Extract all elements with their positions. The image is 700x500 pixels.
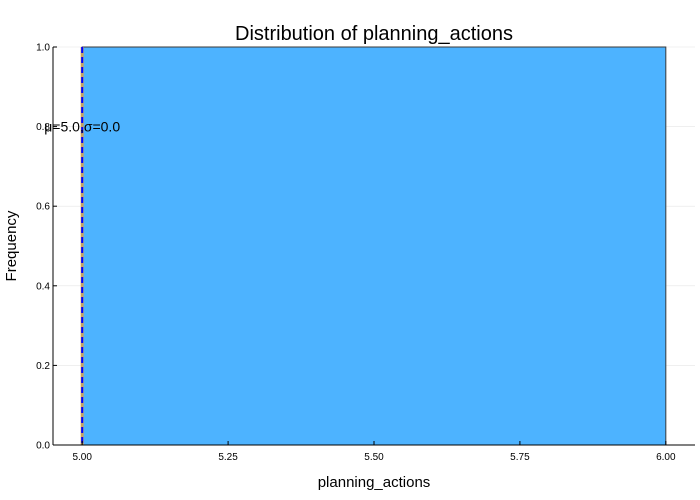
- histogram-bars: [81, 46, 667, 446]
- y-tick-label-1: 0.2: [36, 361, 50, 372]
- y-axis-label: Frequency: [3, 210, 20, 281]
- axes: [52, 46, 695, 446]
- y-tick-label-0: 0.0: [36, 441, 50, 452]
- x-tick-label-4: 6.00: [656, 452, 676, 463]
- x-tick-label-2: 5.50: [364, 452, 384, 463]
- stats-annotation: μ=5.0,σ=0.0: [44, 119, 120, 135]
- chart-title: Distribution of planning_actions: [235, 23, 513, 45]
- x-tick-label-0: 5.00: [72, 452, 92, 463]
- y-tick-label-4: 0.8: [36, 122, 50, 133]
- histogram-bar-0: [81, 46, 667, 446]
- x-axis-label: planning_actions: [318, 474, 431, 491]
- tick-labels: 5.00 5.25 5.50 5.75 6.00 0.0 0.2 0.4 0.6 0.8 1.0: [36, 43, 676, 464]
- x-tick-label-1: 5.25: [218, 452, 238, 463]
- x-tick-label-3: 5.75: [510, 452, 530, 463]
- y-tick-label-3: 0.6: [36, 202, 50, 213]
- y-tick-label-2: 0.4: [36, 281, 50, 292]
- y-tick-label-5: 1.0: [36, 43, 50, 54]
